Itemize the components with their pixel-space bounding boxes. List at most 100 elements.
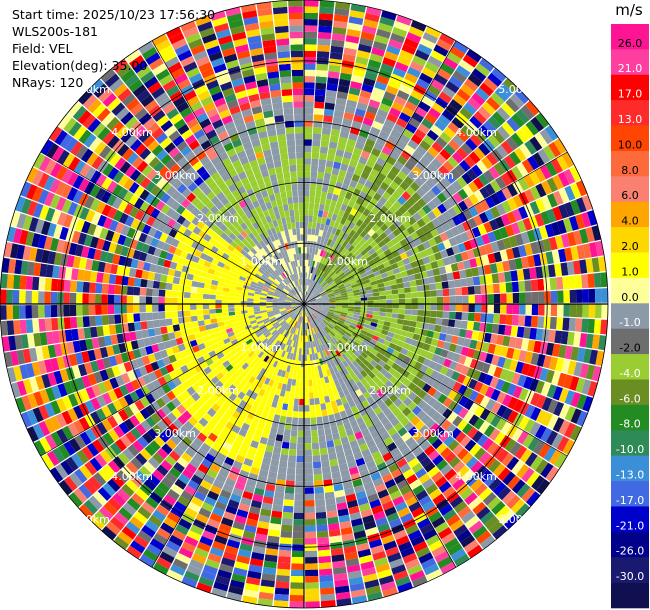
- velocity-gate: [328, 308, 336, 311]
- velocity-gate: [301, 360, 304, 368]
- velocity-gate: [145, 496, 159, 509]
- velocity-gate: [186, 406, 197, 416]
- velocity-gate: [357, 463, 368, 473]
- velocity-gate: [281, 518, 293, 526]
- velocity-gate: [293, 307, 299, 312]
- velocity-gate: [310, 266, 314, 274]
- velocity-gate: [299, 329, 302, 336]
- velocity-gate: [87, 118, 101, 133]
- velocity-gate: [438, 91, 452, 104]
- velocity-gate: [107, 284, 115, 295]
- velocity-gate: [232, 342, 241, 349]
- velocity-gate: [460, 534, 476, 548]
- velocity-gate: [318, 549, 331, 557]
- velocity-gate: [224, 397, 234, 407]
- velocity-gate: [386, 412, 396, 422]
- velocity-gate: [149, 538, 165, 551]
- velocity-gate: [401, 106, 414, 118]
- velocity-gate: [44, 418, 56, 434]
- velocity-gate: [485, 398, 496, 411]
- velocity-gate: [370, 93, 383, 103]
- velocity-gate: [304, 228, 308, 235]
- velocity-gate: [45, 207, 56, 222]
- velocity-gate: [337, 456, 347, 465]
- velocity-gate: [309, 321, 314, 329]
- velocity-gate: [422, 167, 434, 179]
- velocity-gate: [553, 401, 565, 417]
- velocity-gate: [330, 319, 337, 325]
- velocity-gate: [360, 351, 368, 359]
- velocity-gate: [523, 376, 533, 390]
- velocity-gate: [384, 285, 392, 291]
- velocity-gate: [547, 399, 559, 414]
- velocity-gate: [345, 227, 352, 235]
- velocity-gate: [236, 374, 245, 383]
- velocity-gate: [304, 101, 314, 108]
- velocity-gate: [294, 487, 304, 494]
- velocity-gate: [392, 333, 401, 340]
- velocity-gate: [487, 72, 503, 87]
- velocity-gate: [468, 205, 479, 217]
- velocity-gate: [341, 306, 349, 309]
- velocity-gate: [142, 224, 152, 235]
- velocity-gate: [380, 244, 389, 252]
- velocity-gate: [544, 125, 559, 141]
- velocity-gate: [313, 282, 318, 288]
- velocity-gate: [501, 381, 511, 394]
- velocity-gate: [196, 304, 203, 310]
- velocity-gate: [526, 471, 540, 487]
- velocity-gate: [95, 201, 107, 214]
- velocity-gate: [429, 422, 441, 434]
- velocity-gate: [525, 292, 532, 304]
- velocity-gate: [316, 57, 329, 65]
- velocity-gate: [338, 169, 347, 178]
- velocity-gate: [262, 362, 270, 370]
- velocity-gate: [181, 576, 198, 588]
- velocity-gate: [293, 519, 304, 526]
- velocity-gate: [263, 370, 270, 378]
- velocity-gate: [338, 355, 345, 363]
- velocity-gate: [459, 328, 467, 338]
- velocity-gate: [177, 358, 186, 368]
- velocity-gate: [593, 319, 602, 334]
- velocity-gate: [161, 443, 173, 455]
- velocity-gate: [317, 316, 323, 322]
- velocity-gate: [508, 259, 517, 271]
- velocity-gate: [415, 546, 431, 559]
- velocity-gate: [535, 328, 544, 341]
- velocity-gate: [356, 162, 366, 171]
- velocity-gate: [269, 317, 276, 322]
- velocity-gate: [67, 172, 79, 187]
- velocity-gate: [187, 267, 196, 275]
- velocity-gate: [563, 290, 570, 303]
- velocity-gate: [485, 196, 496, 209]
- velocity-gate: [276, 341, 282, 348]
- velocity-gate: [183, 291, 191, 298]
- velocity-gate: [202, 247, 211, 256]
- velocity-gate: [419, 424, 430, 436]
- velocity-gate: [325, 288, 333, 293]
- velocity-gate: [315, 404, 321, 411]
- velocity-gate: [171, 311, 178, 318]
- velocity-gate: [325, 401, 332, 410]
- velocity-gate: [340, 469, 350, 478]
- velocity-gate: [472, 349, 482, 360]
- velocity-gate: [560, 233, 571, 248]
- velocity-gate: [175, 337, 184, 346]
- velocity-gate: [264, 377, 271, 385]
- velocity-gate: [296, 315, 300, 322]
- velocity-gate: [134, 173, 146, 185]
- velocity-gate: [73, 405, 84, 419]
- velocity-gate: [228, 292, 236, 297]
- velocity-gate: [313, 359, 318, 367]
- velocity-gate: [351, 74, 364, 84]
- velocity-gate: [322, 328, 328, 335]
- velocity-gate: [191, 382, 201, 392]
- velocity-gate: [395, 323, 404, 330]
- velocity-gate: [60, 342, 69, 356]
- velocity-gate: [529, 267, 537, 280]
- velocity-gate: [306, 259, 309, 267]
- velocity-gate: [262, 457, 272, 466]
- velocity-gate: [460, 83, 475, 97]
- velocity-gate: [203, 314, 211, 320]
